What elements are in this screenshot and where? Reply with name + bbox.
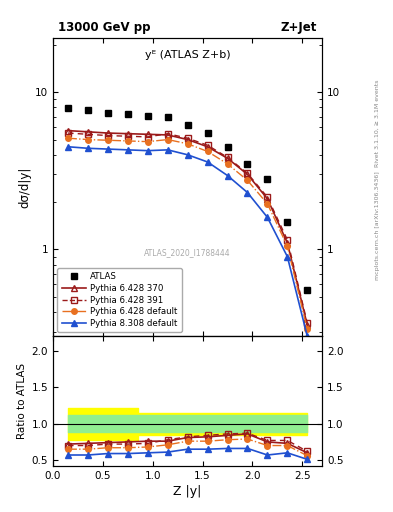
Text: Rivet 3.1.10, ≥ 3.1M events: Rivet 3.1.10, ≥ 3.1M events xyxy=(375,79,380,166)
X-axis label: Z |y|: Z |y| xyxy=(173,485,202,498)
Text: ATLAS_2020_I1788444: ATLAS_2020_I1788444 xyxy=(144,248,231,258)
Text: yᴱ (ATLAS Z+b): yᴱ (ATLAS Z+b) xyxy=(145,50,230,60)
Legend: ATLAS, Pythia 6.428 370, Pythia 6.428 391, Pythia 6.428 default, Pythia 8.308 de: ATLAS, Pythia 6.428 370, Pythia 6.428 39… xyxy=(57,268,182,332)
Y-axis label: Ratio to ATLAS: Ratio to ATLAS xyxy=(17,363,28,439)
Y-axis label: dσ/d|y|: dσ/d|y| xyxy=(18,167,31,208)
Text: mcplots.cern.ch [arXiv:1306.3436]: mcplots.cern.ch [arXiv:1306.3436] xyxy=(375,171,380,280)
Text: Z+Jet: Z+Jet xyxy=(281,21,317,34)
Text: 13000 GeV pp: 13000 GeV pp xyxy=(59,21,151,34)
